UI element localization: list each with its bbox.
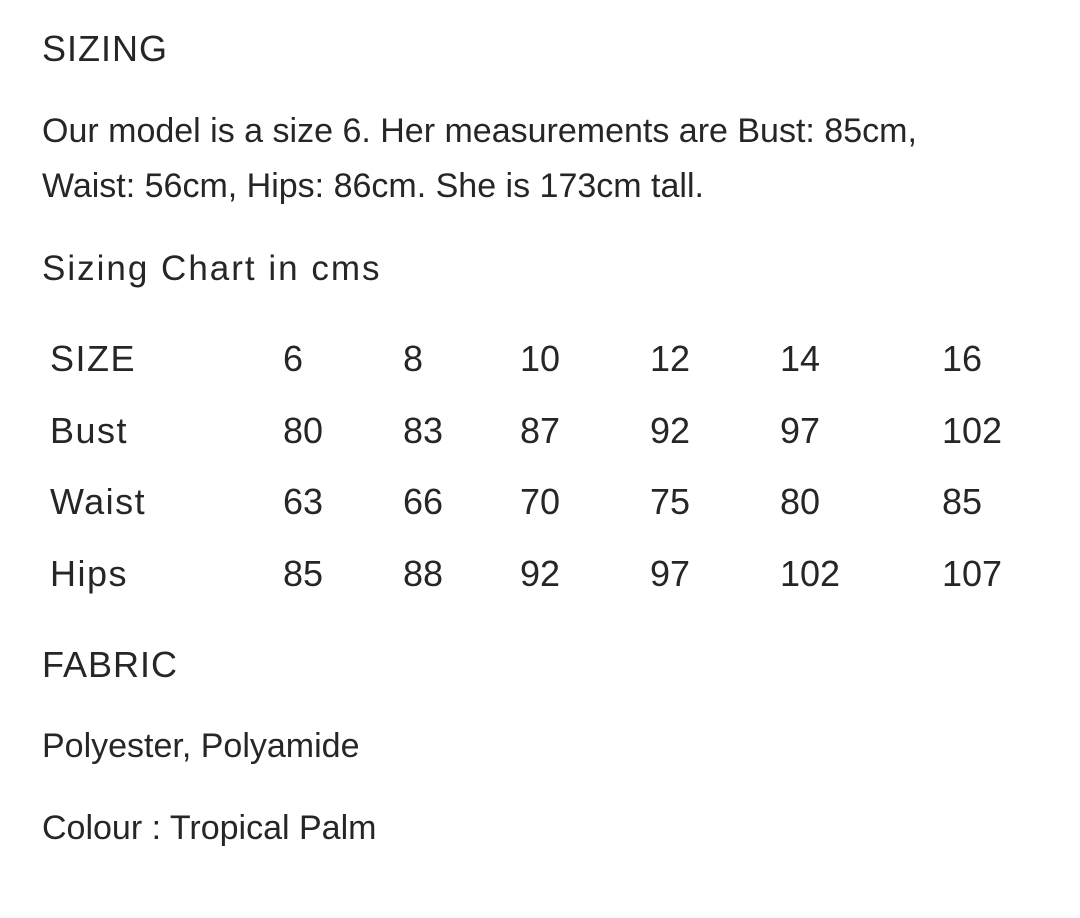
table-cell: 92 — [650, 410, 691, 451]
table-cell: 87 — [520, 410, 561, 451]
table-cell: 63 — [283, 481, 324, 522]
table-cell: 16 — [942, 338, 983, 379]
table-cell: 102 — [780, 553, 841, 594]
row-label: Bust — [50, 410, 129, 451]
sizing-chart-title: Sizing Chart in cms — [42, 249, 382, 288]
row-label: Hips — [50, 553, 129, 594]
sizing-heading: SIZING — [42, 28, 169, 69]
table-cell: 6 — [283, 338, 304, 379]
table-cell: 85 — [283, 553, 324, 594]
table-cell: 97 — [650, 553, 691, 594]
fabric-colour: Colour : Tropical Palm — [42, 809, 377, 847]
fabric-heading: FABRIC — [42, 644, 179, 685]
row-label: SIZE — [50, 338, 137, 379]
table-cell: 107 — [942, 553, 1003, 594]
table-cell: 83 — [403, 410, 444, 451]
table-cell: 75 — [650, 481, 691, 522]
table-cell: 80 — [780, 481, 821, 522]
table-cell: 102 — [942, 410, 1003, 451]
model-info-line-2: Waist: 56cm, Hips: 86cm. She is 173cm ta… — [42, 167, 704, 205]
table-cell: 80 — [283, 410, 324, 451]
table-cell: 8 — [403, 338, 424, 379]
table-cell: 85 — [942, 481, 983, 522]
fabric-material: Polyester, Polyamide — [42, 727, 360, 765]
table-cell: 70 — [520, 481, 561, 522]
model-info-line-1: Our model is a size 6. Her measurements … — [42, 112, 917, 150]
table-cell: 10 — [520, 338, 561, 379]
row-label: Waist — [50, 481, 147, 522]
table-cell: 12 — [650, 338, 691, 379]
table-cell: 14 — [780, 338, 821, 379]
table-cell: 88 — [403, 553, 444, 594]
table-cell: 97 — [780, 410, 821, 451]
table-cell: 92 — [520, 553, 561, 594]
table-cell: 66 — [403, 481, 444, 522]
